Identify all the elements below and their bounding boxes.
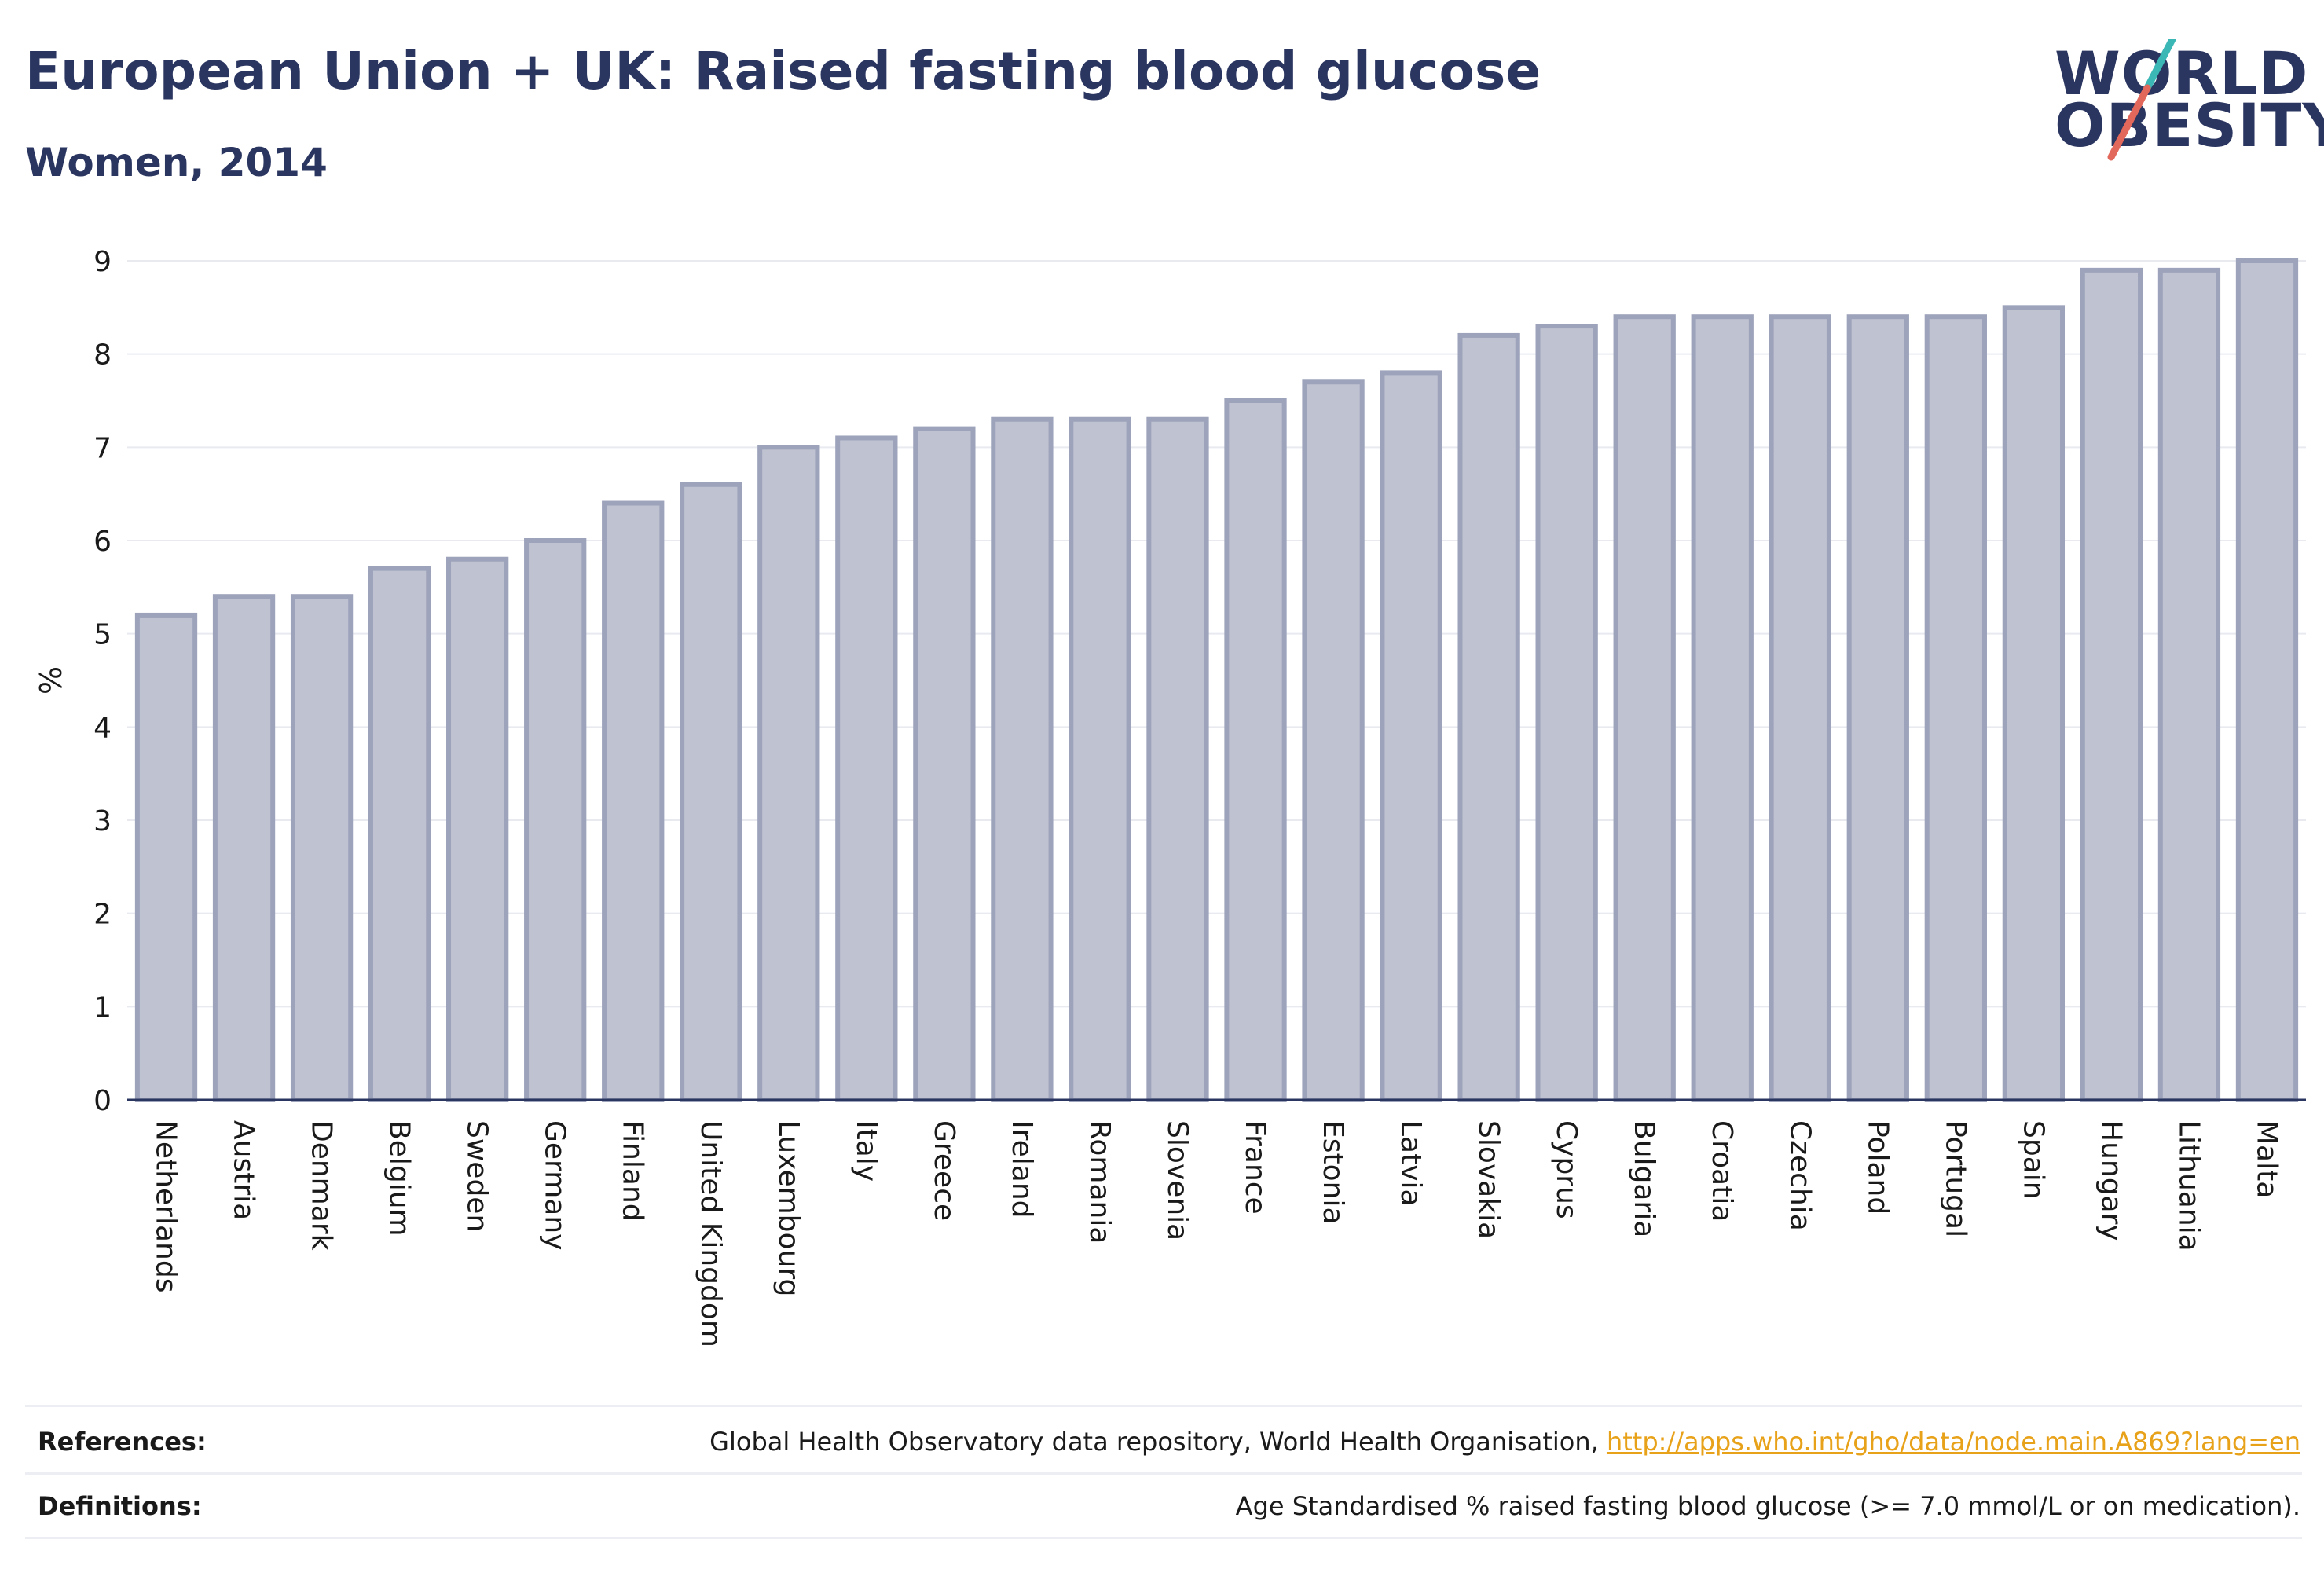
bar-cyprus bbox=[1535, 324, 1598, 1103]
x-tick-label: Italy bbox=[850, 1120, 882, 1182]
bar-poland bbox=[1846, 314, 1909, 1102]
x-tick-label: Bulgaria bbox=[1628, 1120, 1660, 1237]
world-obesity-logo: WORLD OBESITY bbox=[2055, 38, 2324, 165]
x-tick-label: Hungary bbox=[2095, 1120, 2127, 1241]
references-link[interactable]: http://apps.who.int/gho/data/node.main.A… bbox=[1606, 1427, 2300, 1457]
y-tick-label: 6 bbox=[93, 526, 112, 558]
x-tick-label: Latvia bbox=[1395, 1120, 1427, 1207]
y-axis-ticks: 0 1 2 3 4 5 6 7 8 9 bbox=[93, 246, 112, 1117]
footer-divider-bottom bbox=[25, 1537, 2302, 1539]
x-tick-label: Finland bbox=[617, 1120, 649, 1222]
y-tick-label: 2 bbox=[93, 899, 112, 931]
bar-portugal bbox=[1924, 314, 1987, 1102]
references-value: Global Health Observatory data repositor… bbox=[709, 1427, 2300, 1457]
y-tick-label: 9 bbox=[93, 246, 112, 278]
y-tick-label: 8 bbox=[93, 339, 112, 372]
definitions-text: Age Standardised % raised fasting blood … bbox=[1235, 1491, 2300, 1521]
x-tick-label: Spain bbox=[2017, 1120, 2049, 1200]
bar-denmark bbox=[290, 594, 354, 1102]
bar-belgium bbox=[368, 566, 431, 1102]
x-tick-label: Luxembourg bbox=[772, 1120, 805, 1296]
bar-lithuania bbox=[2157, 267, 2221, 1102]
bar-sweden bbox=[446, 556, 509, 1102]
bar-hungary bbox=[2080, 267, 2143, 1102]
chart-title: European Union + UK: Raised fasting bloo… bbox=[25, 41, 1541, 101]
x-tick-label: Denmark bbox=[306, 1120, 338, 1251]
x-tick-label: France bbox=[1239, 1120, 1271, 1215]
logo-line-2: OBESITY bbox=[2055, 90, 2324, 160]
bar-greece bbox=[913, 426, 976, 1102]
x-tick-label: Germany bbox=[539, 1120, 571, 1250]
bars bbox=[134, 258, 2299, 1103]
x-tick-label: Greece bbox=[928, 1120, 960, 1221]
references-text: Global Health Observatory data repositor… bbox=[709, 1427, 1607, 1457]
bar-germany bbox=[524, 538, 587, 1102]
bar-netherlands bbox=[134, 612, 198, 1102]
logo-line-1: WORLD bbox=[2055, 38, 2309, 108]
bar-estonia bbox=[1302, 379, 1365, 1102]
x-tick-label: United Kingdom bbox=[695, 1120, 727, 1347]
y-axis-label: % bbox=[34, 666, 68, 695]
x-tick-label: Austria bbox=[228, 1120, 260, 1220]
references-row: References: Global Health Observatory da… bbox=[38, 1414, 2300, 1469]
x-tick-label: Cyprus bbox=[1550, 1120, 1582, 1219]
x-tick-label: Malta bbox=[2250, 1120, 2282, 1198]
footer-divider-middle bbox=[25, 1472, 2302, 1475]
bar-ireland bbox=[991, 416, 1054, 1102]
bar-slovenia bbox=[1146, 416, 1209, 1102]
x-tick-label: Portugal bbox=[1939, 1120, 1971, 1237]
y-tick-label: 4 bbox=[93, 712, 112, 744]
x-tick-label: Netherlands bbox=[150, 1120, 182, 1292]
x-tick-label: Belgium bbox=[383, 1120, 416, 1237]
definitions-row: Definitions: Age Standardised % raised f… bbox=[38, 1479, 2300, 1534]
bar-united-kingdom bbox=[680, 482, 742, 1102]
x-tick-label: Poland bbox=[1861, 1120, 1893, 1215]
bar-italy bbox=[835, 435, 898, 1102]
y-tick-label: 3 bbox=[93, 805, 112, 837]
y-tick-label: 0 bbox=[93, 1085, 112, 1117]
x-tick-label: Slovenia bbox=[1161, 1120, 1193, 1241]
bar-czechia bbox=[1769, 314, 1831, 1102]
footer-divider-top bbox=[25, 1405, 2302, 1407]
bar-malta bbox=[2235, 258, 2299, 1102]
x-tick-label: Czechia bbox=[1783, 1120, 1816, 1231]
x-tick-label: Slovakia bbox=[1472, 1120, 1505, 1239]
bar-france bbox=[1224, 398, 1287, 1102]
bar-finland bbox=[602, 500, 665, 1102]
bar-slovakia bbox=[1457, 332, 1520, 1102]
bar-croatia bbox=[1691, 314, 1754, 1102]
definitions-label: Definitions: bbox=[38, 1491, 202, 1521]
bar-luxembourg bbox=[757, 445, 820, 1102]
y-tick-label: 7 bbox=[93, 432, 112, 464]
x-tick-label: Estonia bbox=[1317, 1120, 1349, 1225]
x-tick-label: Romania bbox=[1083, 1120, 1116, 1244]
bar-austria bbox=[212, 594, 276, 1102]
references-label: References: bbox=[38, 1427, 207, 1457]
x-tick-label: Croatia bbox=[1706, 1120, 1738, 1222]
logo-slash-icon bbox=[2107, 39, 2176, 161]
x-tick-label: Ireland bbox=[1006, 1120, 1038, 1219]
bar-chart: 0 1 2 3 4 5 6 7 8 9 Netherlands Austria Denmark Belg… bbox=[34, 246, 2306, 1347]
bar-bulgaria bbox=[1613, 314, 1676, 1102]
bar-latvia bbox=[1380, 370, 1442, 1102]
x-tick-label: Sweden bbox=[461, 1120, 493, 1232]
x-axis-ticks: Netherlands Austria Denmark Belgium Sweden Ge… bbox=[150, 1120, 2283, 1347]
bar-romania bbox=[1069, 416, 1131, 1102]
y-tick-label: 1 bbox=[93, 991, 112, 1024]
x-tick-label: Lithuania bbox=[2172, 1120, 2205, 1252]
y-tick-label: 5 bbox=[93, 619, 112, 651]
bar-spain bbox=[2002, 305, 2066, 1103]
chart-subtitle: Women, 2014 bbox=[25, 140, 328, 185]
